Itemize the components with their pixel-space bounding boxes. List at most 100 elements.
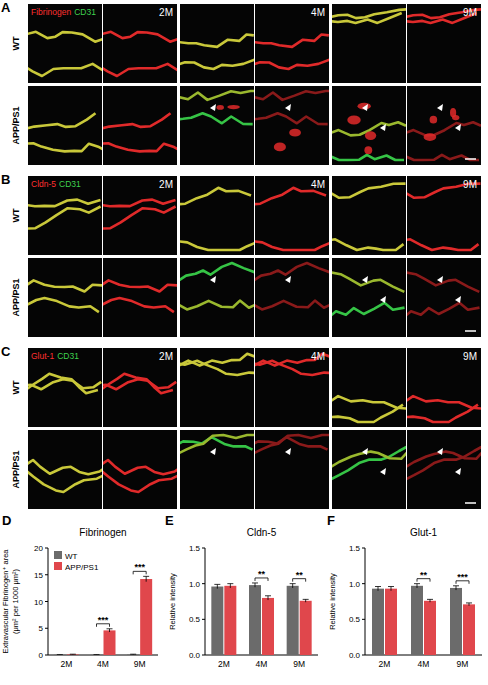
x-tick-label: 9M	[293, 659, 305, 669]
vessel	[255, 59, 329, 69]
vessel	[407, 122, 481, 135]
micrograph	[180, 258, 254, 337]
vessel	[28, 200, 101, 207]
vessel	[28, 143, 102, 151]
vessel	[332, 155, 404, 160]
micrograph	[255, 86, 329, 165]
y-tick	[202, 548, 205, 549]
micrograph	[28, 4, 102, 83]
vessel	[255, 113, 328, 124]
y-axis	[365, 548, 366, 655]
y-tick-label: 0.0	[349, 651, 361, 660]
vessel	[407, 396, 481, 409]
micrograph	[407, 348, 481, 427]
arrowhead	[455, 468, 461, 475]
legend-label: APP/PS1	[65, 563, 99, 572]
image-background	[332, 348, 406, 427]
bar	[224, 586, 236, 655]
error-bar	[143, 576, 149, 581]
y-tick-label: 0	[39, 651, 44, 660]
vessel	[407, 303, 480, 318]
marks	[372, 584, 475, 655]
micrograph	[103, 258, 177, 337]
stain-label: Glut-1CD31	[31, 351, 79, 361]
marks	[54, 576, 152, 655]
image-background	[332, 86, 406, 165]
y-tick	[202, 655, 205, 656]
error-bar	[290, 584, 296, 588]
arrowhead	[362, 276, 368, 283]
micrograph	[407, 86, 481, 165]
vessel	[28, 379, 101, 389]
y-tick	[362, 583, 365, 584]
error-bar	[303, 599, 309, 602]
micrograph	[28, 176, 102, 255]
significance-label: **	[420, 570, 428, 580]
image-background	[28, 258, 102, 337]
y-tick-label: 0.5	[189, 615, 201, 624]
micrograph	[180, 176, 254, 255]
arrowhead	[437, 104, 443, 111]
error-bar	[388, 587, 394, 591]
y-tick	[45, 548, 48, 549]
vessel	[103, 32, 177, 42]
scale-bar	[465, 330, 476, 332]
significance-label: **	[258, 569, 266, 579]
arrowhead	[362, 104, 368, 111]
vessel	[407, 451, 481, 469]
panel-letter: E	[165, 513, 174, 528]
micrograph	[332, 86, 406, 165]
micrograph	[332, 258, 406, 337]
vessel	[180, 188, 251, 205]
vessel	[332, 303, 405, 318]
y-tick	[45, 574, 48, 575]
panel-letter: B	[1, 172, 10, 187]
x-tick-label: 2M	[379, 659, 391, 669]
bar	[249, 585, 261, 655]
bar	[463, 604, 475, 655]
bar	[385, 589, 397, 655]
image-background	[332, 258, 406, 337]
vessel	[28, 460, 102, 474]
vessel	[103, 143, 177, 151]
vessel	[180, 241, 254, 250]
stain-name: Cldn-5	[31, 179, 56, 189]
stain-label: FibrinogenCD31	[31, 7, 96, 17]
vessel	[255, 188, 326, 205]
y-tick-label: 1.0	[189, 580, 201, 589]
timepoint-label: 4M	[311, 7, 325, 18]
arrowhead	[437, 448, 443, 455]
axis-label: (μm² per 1000 μm²)	[11, 569, 20, 634]
vessel	[332, 184, 406, 198]
error-bar	[214, 584, 220, 588]
bar	[262, 598, 274, 655]
chart: FGlut-1Relative intensity0.00.51.01.52M4…	[327, 513, 482, 669]
leak-blob	[430, 116, 438, 124]
micrograph	[255, 176, 329, 255]
vessel	[255, 35, 329, 47]
error-bar	[375, 587, 381, 591]
vessel	[255, 301, 329, 310]
row-label: APP/PS1	[11, 106, 21, 144]
chart-title: Cldn-5	[247, 527, 277, 538]
timepoint-label: 2M	[159, 7, 173, 18]
image-background	[103, 4, 177, 83]
bar	[104, 630, 116, 655]
image-background	[407, 348, 481, 427]
micrograph	[28, 348, 102, 427]
legend-swatch	[54, 551, 62, 559]
scale-bar	[465, 502, 476, 504]
micrograph	[28, 258, 102, 337]
image-background	[103, 258, 177, 337]
vessel	[407, 405, 478, 422]
image-background	[407, 430, 481, 509]
row-label: WT	[11, 208, 21, 222]
bar	[211, 587, 223, 655]
axis-label: Relative intensity	[168, 573, 177, 630]
image-background	[407, 86, 481, 165]
arrowhead	[210, 104, 216, 111]
arrowhead	[455, 124, 461, 131]
timepoint-label: 9M	[463, 7, 477, 18]
vessel	[180, 301, 254, 310]
panel-letter: C	[1, 344, 11, 359]
